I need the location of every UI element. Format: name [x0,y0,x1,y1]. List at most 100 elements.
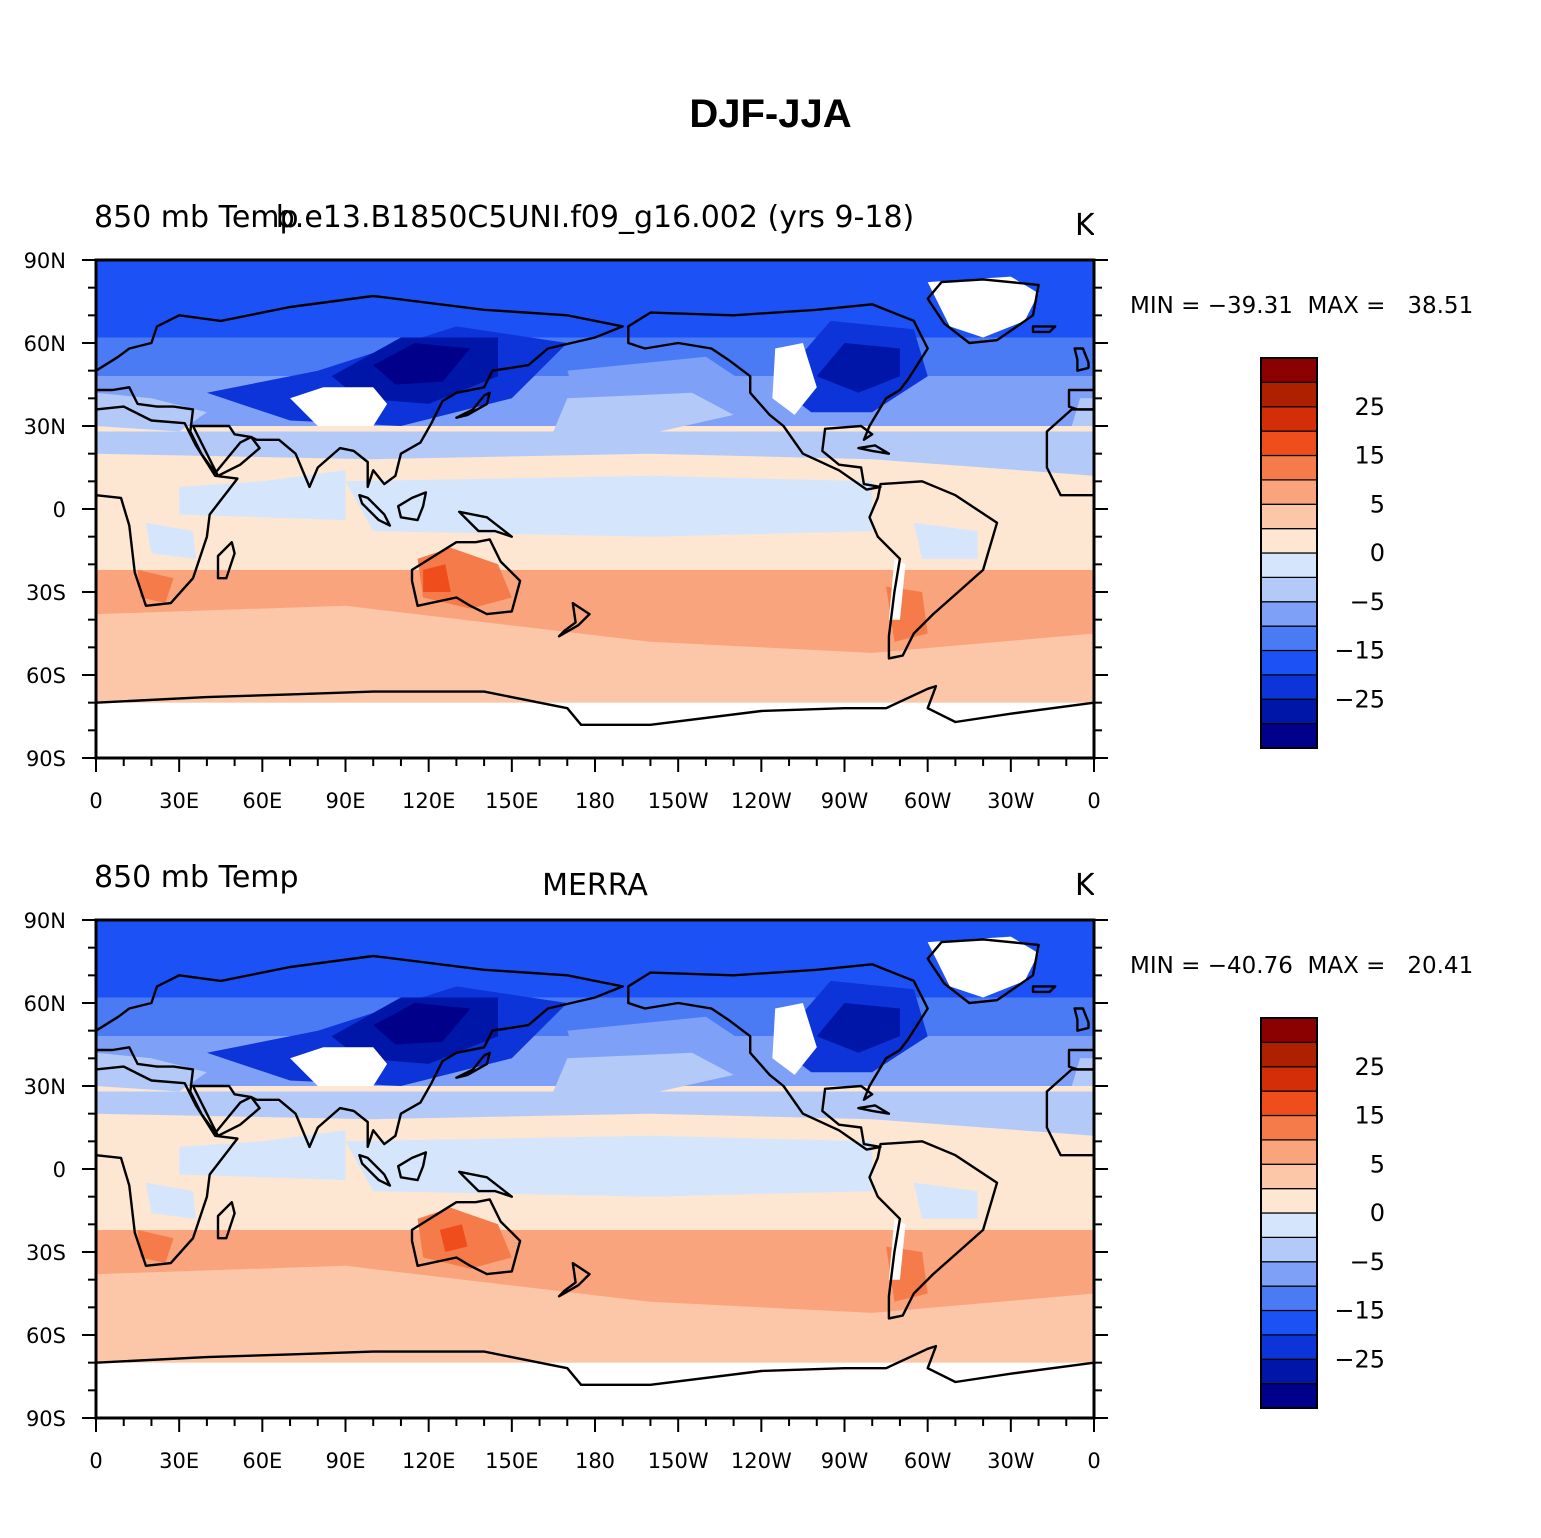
figure-title: DJF-JJA [689,92,852,136]
lon-tick-label: 0 [89,1449,102,1473]
coastline-madagascar [216,1201,236,1240]
colorbar-box [1260,381,1318,408]
coastline-iceland [1031,985,1057,994]
coastline-australia [410,1198,522,1276]
contour-region [373,1003,471,1045]
lon-tick-label: 150E [485,1449,538,1473]
colorbar-box [1260,1383,1318,1409]
contour-region [137,569,174,604]
contour-region [96,1191,1094,1230]
axis-ticks [82,919,1108,1432]
min-label: MIN [1130,953,1174,979]
coastline-sumatra [358,1154,392,1187]
coastline-arabia [191,424,261,477]
contour-region [96,531,1094,570]
lon-tick-label: 180 [575,789,615,813]
coastline-uk [1073,347,1090,372]
missing-data-region [927,276,1039,338]
colorbar-box [1260,601,1318,627]
obs-panel: 850 mb Temp MERRA K MIN = −40.76 MAX = 2… [0,840,1541,1500]
colorbar-label: 25 [1354,393,1385,421]
lon-tick-label: 30W [987,789,1035,813]
model-panel: 850 mb Temp b.e13.B1850C5UNI.f09_g16.002… [0,180,1541,840]
contour-region [1071,1058,1094,1086]
colorbar-label: 15 [1354,442,1385,470]
coastline-nz [557,1261,591,1298]
lon-tick-label: 60E [242,789,282,813]
lon-tick-label: 60W [904,789,952,813]
colorbar-box [1260,1358,1318,1385]
coastline-eurasia [94,294,624,489]
coastline-newguinea [458,510,513,538]
colorbar-box [1260,479,1318,505]
lat-tick-label: 30N [24,415,66,439]
map-plot: 90N 60N 30N 0 30S 60S 90S 0 30E 60E 90E 120E 150E 180… [0,180,1385,840]
lon-tick-label: 90E [326,789,366,813]
coastline-namerica [627,963,929,1151]
max-label: MAX [1307,293,1359,319]
panel-center-string: MERRA [542,868,648,903]
min-value: −39.31 [1207,293,1293,319]
coastline-cuba [857,444,891,455]
coastline-antarctica [94,684,1096,760]
colorbar-box [1260,552,1318,578]
contour-region [373,343,471,385]
colorbar-box [1260,357,1318,383]
colorbar-label: 0 [1370,539,1385,567]
lat-tick-label: 60S [26,664,66,688]
colorbar-box [1260,1090,1318,1117]
colorbar-label: 5 [1370,490,1385,518]
contour-region [96,1340,1094,1363]
lat-tick-label: 90S [26,747,66,771]
missing-data-region [96,1362,1094,1418]
max-value: 38.51 [1407,293,1474,319]
coastline-eurasia [94,954,624,1149]
map-plot: 90N 60N 30N 0 30S 60S 90S 0 30E 60E 90E 120E 150E 180… [0,840,1385,1500]
colorbar-label: −5 [1350,1248,1385,1276]
colorbar-box [1260,1285,1318,1312]
contour-region [345,1135,873,1197]
lon-tick-label: 150W [648,789,709,813]
lon-tick-label: 0 [1087,789,1100,813]
colorbar-label: 25 [1354,1053,1385,1081]
contour-region [913,1182,978,1219]
panel-left-string: 850 mb Temp [94,200,299,235]
coastline-samerica [868,480,999,660]
colorbar-box [1260,723,1318,749]
colorbar-box [1260,625,1318,652]
lon-tick-label: 0 [89,789,102,813]
coastline-greenland [926,938,1040,1005]
lon-tick-label: 30E [159,789,199,813]
colorbar-box [1260,406,1318,432]
contour-region [553,392,734,440]
min-label: MIN [1130,293,1174,319]
colorbar-box [1260,1236,1318,1263]
colorbar-box [1260,1188,1318,1214]
colorbar-box [1260,576,1318,603]
contour-region [1071,398,1094,426]
lon-tick-label: 30E [159,1449,199,1473]
map-field [96,920,1094,1418]
missing-data-region [772,343,817,415]
lon-tick-label: 150E [485,789,538,813]
lat-tick-label: 0 [53,1158,66,1182]
missing-data-region [772,1003,817,1075]
contour-region [145,1182,196,1219]
panel-min-max: MIN = −40.76 MAX = 20.41 [1130,953,1474,979]
missing-data-region [96,702,1094,758]
coastlines [94,938,1096,1420]
panel-center-string: b.e13.B1850C5UNI.f09_g16.002 (yrs 9-18) [275,200,915,235]
colorbar-box [1260,1212,1318,1238]
lon-tick-label: 30W [987,1449,1035,1473]
lon-tick-label: 120W [731,789,792,813]
contour-region [816,1003,900,1053]
contour-region [96,680,1094,703]
colorbar-box [1260,454,1318,481]
lon-tick-label: 0 [1087,1449,1100,1473]
contour-region [137,1229,174,1264]
colorbar: −25 −15 −5 0 5 15 25 [1260,1017,1385,1409]
lon-tick-label: 60E [242,1449,282,1473]
contour-region [96,920,1094,998]
coastline-iceland [1031,325,1057,334]
colorbar-box [1260,430,1318,457]
